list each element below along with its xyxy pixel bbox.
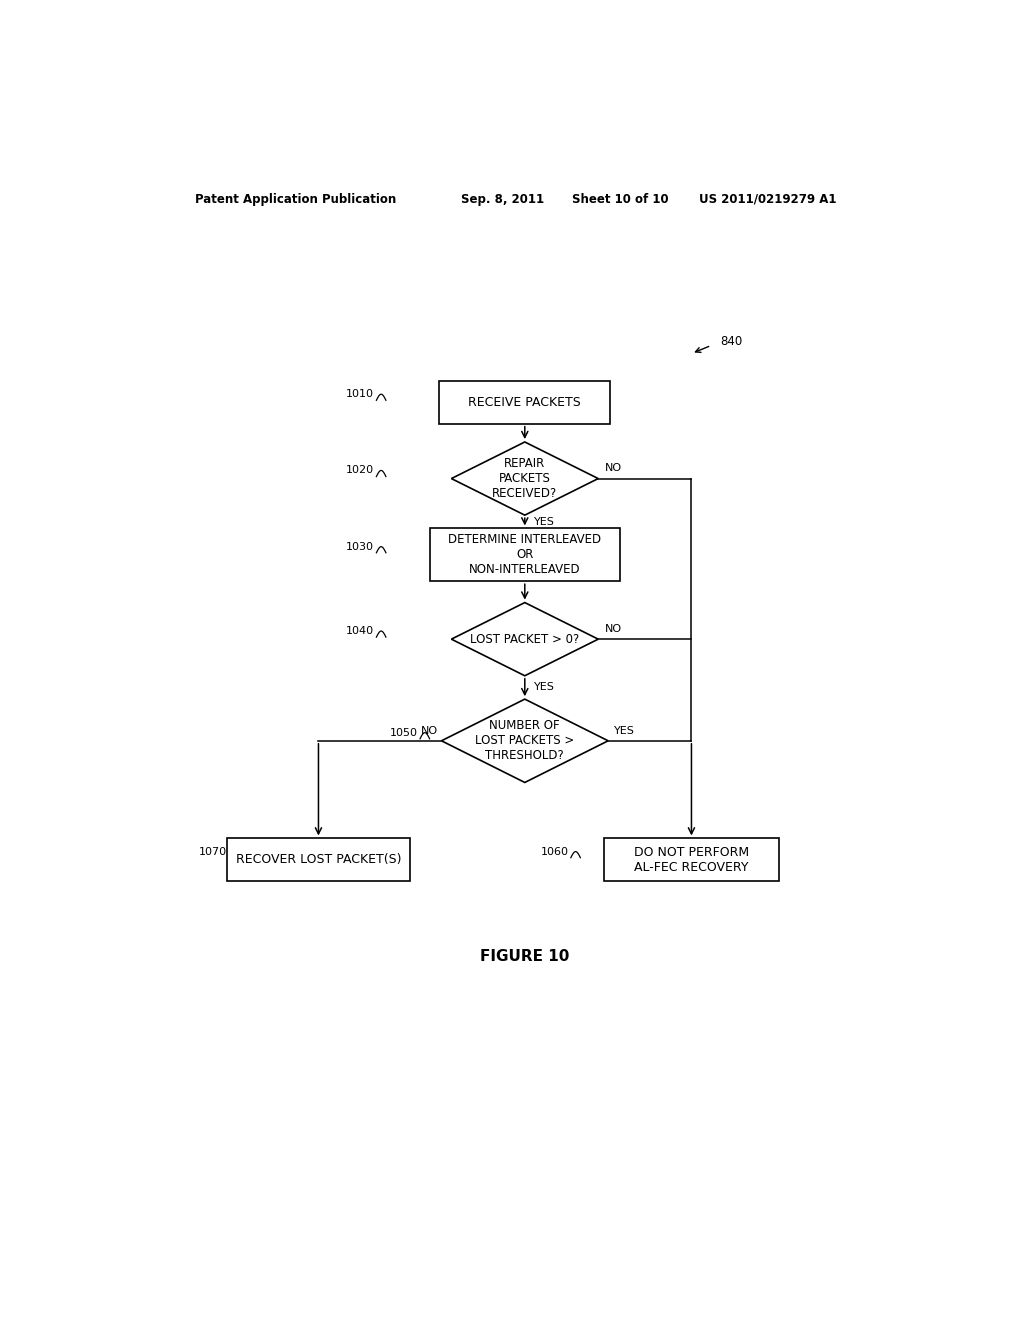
FancyBboxPatch shape — [227, 838, 410, 880]
Text: REPAIR
PACKETS
RECEIVED?: REPAIR PACKETS RECEIVED? — [493, 457, 557, 500]
Text: 1010: 1010 — [346, 389, 374, 399]
FancyBboxPatch shape — [604, 838, 778, 880]
Text: DO NOT PERFORM
AL-FEC RECOVERY: DO NOT PERFORM AL-FEC RECOVERY — [634, 846, 749, 874]
Text: 1020: 1020 — [346, 466, 374, 475]
Text: DETERMINE INTERLEAVED
OR
NON-INTERLEAVED: DETERMINE INTERLEAVED OR NON-INTERLEAVED — [449, 533, 601, 577]
Text: US 2011/0219279 A1: US 2011/0219279 A1 — [699, 193, 837, 206]
Text: Sep. 8, 2011: Sep. 8, 2011 — [461, 193, 545, 206]
Text: NO: NO — [604, 624, 622, 634]
Text: NO: NO — [421, 726, 437, 735]
Text: NUMBER OF
LOST PACKETS >
THRESHOLD?: NUMBER OF LOST PACKETS > THRESHOLD? — [475, 719, 574, 762]
Text: 1070: 1070 — [199, 846, 227, 857]
Text: LOST PACKET > 0?: LOST PACKET > 0? — [470, 632, 580, 645]
Polygon shape — [452, 602, 598, 676]
Polygon shape — [441, 700, 608, 783]
Text: YES: YES — [535, 516, 555, 527]
Text: 1060: 1060 — [541, 846, 568, 857]
Text: 840: 840 — [720, 335, 742, 348]
Text: Patent Application Publication: Patent Application Publication — [196, 193, 396, 206]
Polygon shape — [452, 442, 598, 515]
Text: NO: NO — [604, 463, 622, 474]
Text: RECOVER LOST PACKET(S): RECOVER LOST PACKET(S) — [236, 853, 401, 866]
Text: 1050: 1050 — [390, 727, 418, 738]
Text: Sheet 10 of 10: Sheet 10 of 10 — [572, 193, 669, 206]
FancyBboxPatch shape — [439, 381, 610, 424]
Text: YES: YES — [535, 682, 555, 693]
Text: 1030: 1030 — [346, 541, 374, 552]
Text: 1040: 1040 — [346, 626, 374, 636]
FancyBboxPatch shape — [430, 528, 620, 581]
Text: RECEIVE PACKETS: RECEIVE PACKETS — [468, 396, 582, 409]
Text: FIGURE 10: FIGURE 10 — [480, 949, 569, 964]
Text: YES: YES — [614, 726, 635, 735]
